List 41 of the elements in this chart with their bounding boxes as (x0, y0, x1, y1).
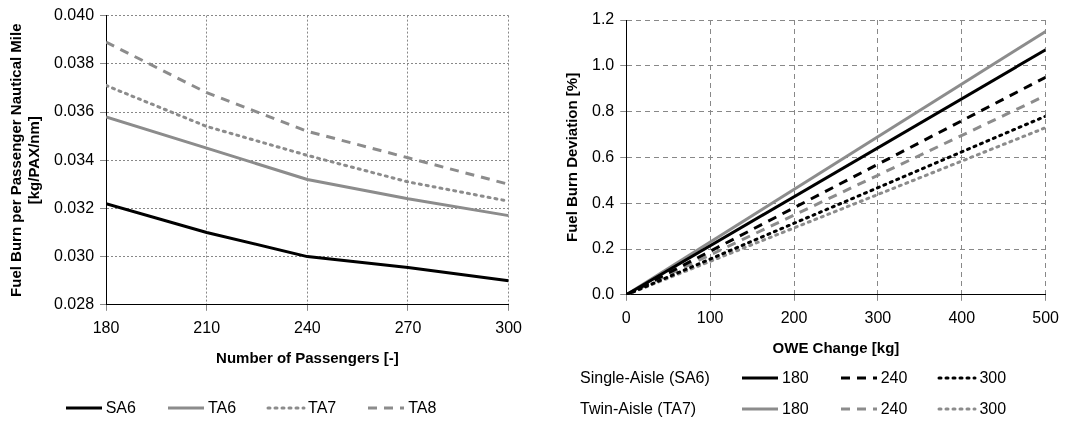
legend-label: 240 (880, 368, 908, 387)
legend-label: 240 (880, 399, 908, 418)
legend-label: TA6 (207, 398, 237, 417)
y-tick-label: 0.034 (53, 150, 95, 168)
y-tick-label: 0.032 (53, 198, 95, 216)
legend-label: TA8 (408, 398, 437, 417)
text: Twin-Aisle (TA7) (580, 399, 698, 418)
x-tick-label: 270 (394, 318, 422, 336)
legend-label: 180 (782, 399, 809, 418)
legend-label: TA7 (308, 398, 337, 417)
y-tick-label: 0.036 (53, 102, 95, 120)
y-tick-label: 0.6 (591, 147, 615, 165)
y-axis-title: Fuel Burn per Passenger Nautical Mile [kg/PAX/nm] (7, 23, 43, 297)
legend-label: 300 (979, 368, 1007, 387)
y-tick-label: 0.4 (591, 193, 615, 211)
legend-label: SA6 (105, 398, 136, 417)
y-tick-label: 0.030 (53, 247, 95, 265)
x-tick-label: 300 (495, 318, 523, 336)
y-tick-label: 1.2 (591, 10, 615, 28)
x-tick-label: 210 (193, 318, 221, 336)
legend-label: 180 (782, 368, 809, 387)
y-tick-label: 0.040 (53, 6, 95, 24)
x-axis-title: OWE Change [kg] (772, 339, 900, 357)
x-tick-label: 500 (1032, 308, 1060, 326)
y-tick-label: 0.0 (591, 285, 615, 303)
x-tick-label: 0 (621, 308, 631, 326)
y-axis-title: Fuel Burn Deviation [%] (563, 72, 581, 242)
y-tick-label: 0.8 (591, 102, 615, 120)
x-tick-label: 180 (92, 318, 120, 336)
x-tick-label: 240 (293, 318, 321, 336)
y-tick-label: 0.038 (53, 54, 95, 72)
x-tick-label: 400 (948, 308, 976, 326)
x-tick-label: 300 (864, 308, 892, 326)
y-tick-label: 0.028 (53, 295, 95, 313)
x-tick-label: 100 (696, 308, 724, 326)
legend-label: 300 (979, 399, 1007, 418)
x-tick-label: 200 (780, 308, 808, 326)
text: Single-Aisle (SA6) (580, 368, 711, 387)
y-tick-label: 0.2 (591, 239, 615, 257)
x-axis-title: Number of Passengers [-] (216, 349, 399, 367)
y-tick-label: 1.0 (591, 56, 615, 74)
